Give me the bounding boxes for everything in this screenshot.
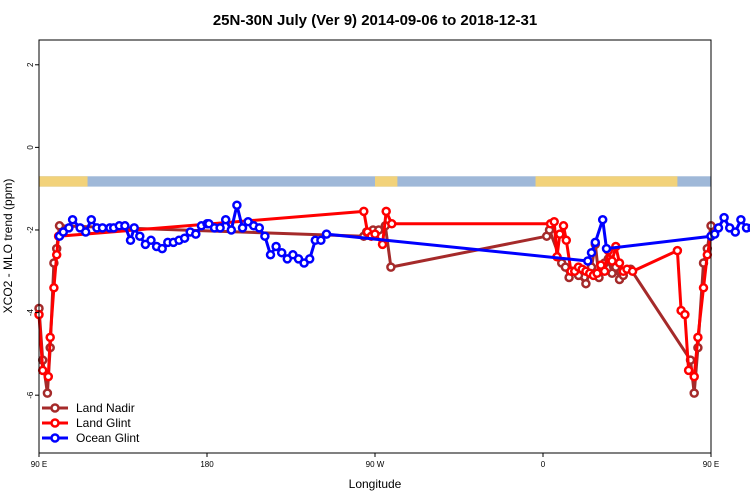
data-point-ocean-glint [120,221,130,231]
data-point-ocean-glint [191,229,201,239]
data-point-ocean-glint [304,254,315,264]
data-point-ocean-glint [265,250,276,260]
data-point-land-glint [627,266,638,277]
data-point-ocean-glint [232,200,242,210]
x-tick-label: 90 E [31,460,47,469]
chart-title: 25N-30N July (Ver 9) 2014-09-06 to 2018-… [213,12,537,29]
data-point-ocean-glint [590,237,601,248]
data-point-ocean-glint [583,256,593,266]
data-point-ocean-glint [64,223,74,233]
y-tick-label: -4 [26,308,35,316]
data-point-ocean-glint [86,214,97,225]
legend-label: Land Glint [76,416,131,430]
series-layer [34,200,750,398]
data-point-land-glint [555,229,565,239]
data-point-land-nadir [581,278,591,289]
x-axis-label: Longitude [349,477,402,491]
y-tick-label: -2 [26,226,35,234]
data-point-land-glint [370,229,380,239]
data-point-land-glint [549,216,559,227]
legend-swatch-marker [50,418,60,428]
legend-swatch-marker [50,403,60,413]
data-point-ocean-glint [586,247,597,258]
land-segment [39,176,88,187]
data-point-land-glint [37,365,48,376]
data-point-ocean-glint [80,227,91,237]
data-point-land-glint [698,283,709,293]
data-point-land-glint [387,219,397,229]
legend-label: Ocean Glint [76,431,140,445]
data-point-ocean-glint [215,223,225,233]
data-point-land-glint [689,371,699,382]
data-point-land-glint [702,250,713,260]
land-segment [375,176,398,187]
x-tick-label: 90 W [366,460,385,469]
legend-swatch-marker [50,433,60,443]
y-tick-label: -6 [26,391,35,399]
data-point-ocean-glint [67,214,78,225]
data-point-land-glint [561,235,572,246]
data-point-land-glint [680,309,690,320]
data-point-land-glint [607,256,617,266]
data-point-ocean-glint [316,235,326,246]
data-point-ocean-glint [713,223,724,233]
data-point-land-glint [51,250,62,260]
x-tick-label: 180 [200,460,214,469]
data-point-ocean-glint [260,231,270,241]
data-point-ocean-glint [321,229,332,239]
data-point-land-glint [381,206,391,217]
legend-item-ocean-glint: Ocean Glint [42,431,140,445]
data-point-ocean-glint [601,243,612,254]
data-point-ocean-glint [276,247,287,258]
data-point-land-glint [43,371,54,382]
data-point-ocean-glint [730,227,741,237]
legend-item-land-glint: Land Glint [42,416,131,430]
data-point-ocean-glint [179,233,190,243]
data-point-ocean-glint [146,235,156,246]
data-point-ocean-glint [97,223,108,233]
data-point-ocean-glint [597,214,608,225]
data-point-ocean-glint [220,214,231,225]
data-point-ocean-glint [135,231,145,241]
data-point-land-glint [359,206,369,217]
y-axis: 2 0 -2 -4 -6 [26,62,39,399]
data-point-land-glint [693,332,703,343]
series-ocean-glint [54,200,750,268]
data-point-land-glint [614,258,625,268]
data-point-ocean-glint [157,243,167,254]
data-point-ocean-glint [719,212,729,223]
x-axis: 90 E 180 90 W 0 90 E [31,453,719,469]
land-ocean-band [39,176,711,187]
data-point-land-nadir [42,388,53,398]
x-tick-label: 90 E [703,460,719,469]
data-point-land-nadir [689,388,699,398]
data-point-land-glint [49,283,59,293]
data-point-land-glint [672,245,683,256]
series-line-ocean-glint [58,203,750,265]
data-point-ocean-glint [129,223,139,233]
data-point-land-glint [45,332,55,343]
data-point-land-glint [683,365,694,376]
data-point-land-glint [592,268,602,279]
data-point-land-nadir [386,262,396,272]
data-point-ocean-glint [125,235,136,246]
legend-item-land-nadir: Land Nadir [42,401,135,415]
data-point-ocean-glint [254,223,265,233]
legend-label: Land Nadir [76,401,135,415]
data-point-ocean-glint [736,214,746,225]
x-tick-label: 0 [541,460,546,469]
data-point-ocean-glint [237,223,248,233]
data-point-ocean-glint [226,225,237,235]
data-point-land-glint [558,221,569,231]
land-segment [535,176,678,187]
y-tick-label: 2 [26,62,35,67]
y-tick-label: 0 [26,145,35,150]
data-point-land-glint [377,239,388,250]
data-point-land-glint [599,266,610,277]
y-axis-label: XCO2 - MLO trend (ppm) [1,179,15,314]
data-point-ocean-glint [271,241,281,252]
series-land-glint [34,206,716,382]
